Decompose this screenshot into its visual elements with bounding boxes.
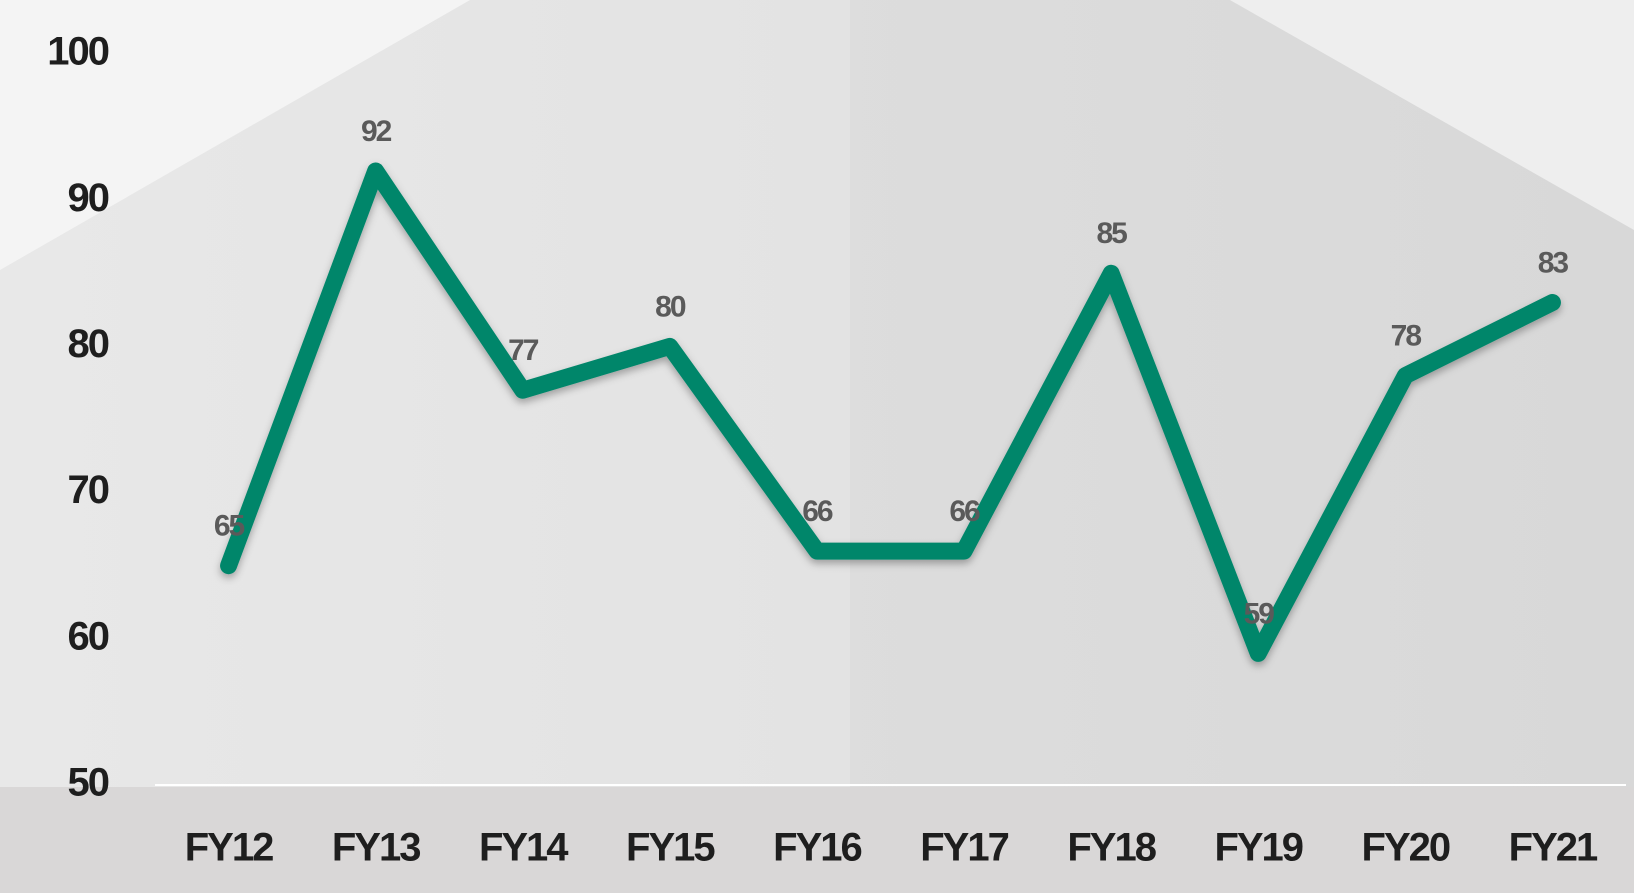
y-tick-label: 100 — [47, 30, 108, 74]
x-tick-label: FY18 — [1067, 826, 1156, 870]
bottom-band — [0, 787, 1634, 893]
data-label: 77 — [508, 334, 539, 367]
y-tick-label: 50 — [68, 761, 109, 805]
x-tick-label: FY14 — [479, 826, 569, 870]
data-label: 80 — [655, 290, 686, 323]
data-label: 85 — [1096, 217, 1127, 250]
x-tick-label: FY21 — [1509, 826, 1598, 870]
x-tick-label: FY13 — [332, 826, 420, 870]
data-label: 65 — [214, 510, 245, 543]
data-label: 59 — [1244, 597, 1275, 630]
data-label: 78 — [1391, 320, 1422, 353]
x-tick-label: FY12 — [185, 826, 273, 870]
y-tick-label: 70 — [68, 468, 109, 512]
data-label: 83 — [1538, 246, 1569, 279]
x-tick-label: FY15 — [626, 826, 715, 870]
background-panel — [850, 0, 1634, 893]
data-label: 92 — [361, 115, 392, 148]
data-label: 66 — [802, 495, 833, 528]
x-tick-label: FY20 — [1362, 826, 1450, 870]
line — [220, 162, 1561, 662]
y-tick-label: 60 — [68, 614, 109, 658]
y-tick-label: 90 — [68, 176, 109, 220]
x-tick-label: FY17 — [920, 826, 1008, 870]
y-tick-label: 80 — [68, 322, 109, 366]
data-label: 66 — [949, 495, 980, 528]
x-tick-label: FY19 — [1214, 826, 1302, 870]
x-tick-label: FY16 — [773, 826, 861, 870]
